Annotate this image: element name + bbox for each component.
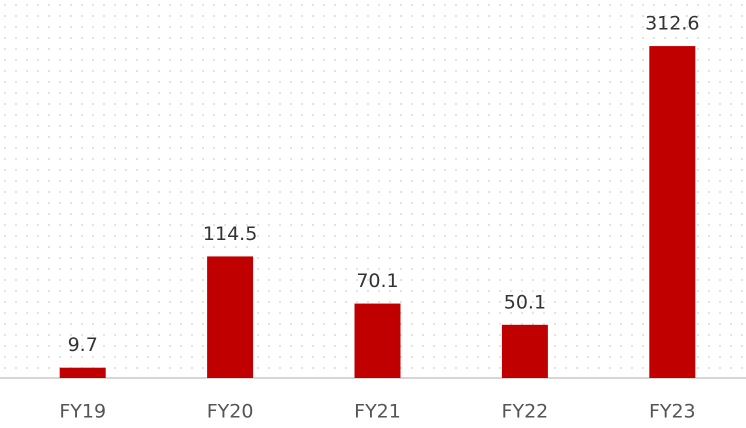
data-label: 9.7	[68, 334, 98, 356]
data-label: 50.1	[504, 291, 546, 313]
x-tick-label: FY21	[354, 401, 401, 423]
data-label: 312.6	[645, 13, 699, 35]
bar	[207, 256, 254, 378]
x-tick-label: FY22	[502, 401, 549, 423]
x-tick-label: FY20	[207, 401, 254, 423]
bar	[649, 46, 696, 378]
data-label: 114.5	[203, 223, 257, 245]
x-tick-label: FY23	[649, 401, 696, 423]
x-tick-label: FY19	[59, 401, 106, 423]
data-label: 70.1	[356, 270, 398, 292]
bar	[59, 367, 106, 378]
bar	[501, 324, 548, 378]
bar	[354, 303, 401, 378]
